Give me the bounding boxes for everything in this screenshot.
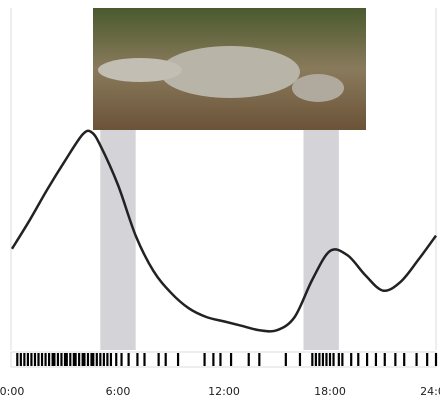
- x-tick-label: 24:00: [420, 385, 440, 398]
- x-tick-label: 6:00: [106, 385, 131, 398]
- x-tick-label: 0:00: [0, 385, 24, 398]
- x-tick-label: 18:00: [314, 385, 346, 398]
- photo: [93, 8, 366, 130]
- x-tick-label: 12:00: [208, 385, 240, 398]
- density-curve: [12, 131, 436, 332]
- chart: 0:00 6:00 12:00 18:00 24:00: [0, 0, 440, 408]
